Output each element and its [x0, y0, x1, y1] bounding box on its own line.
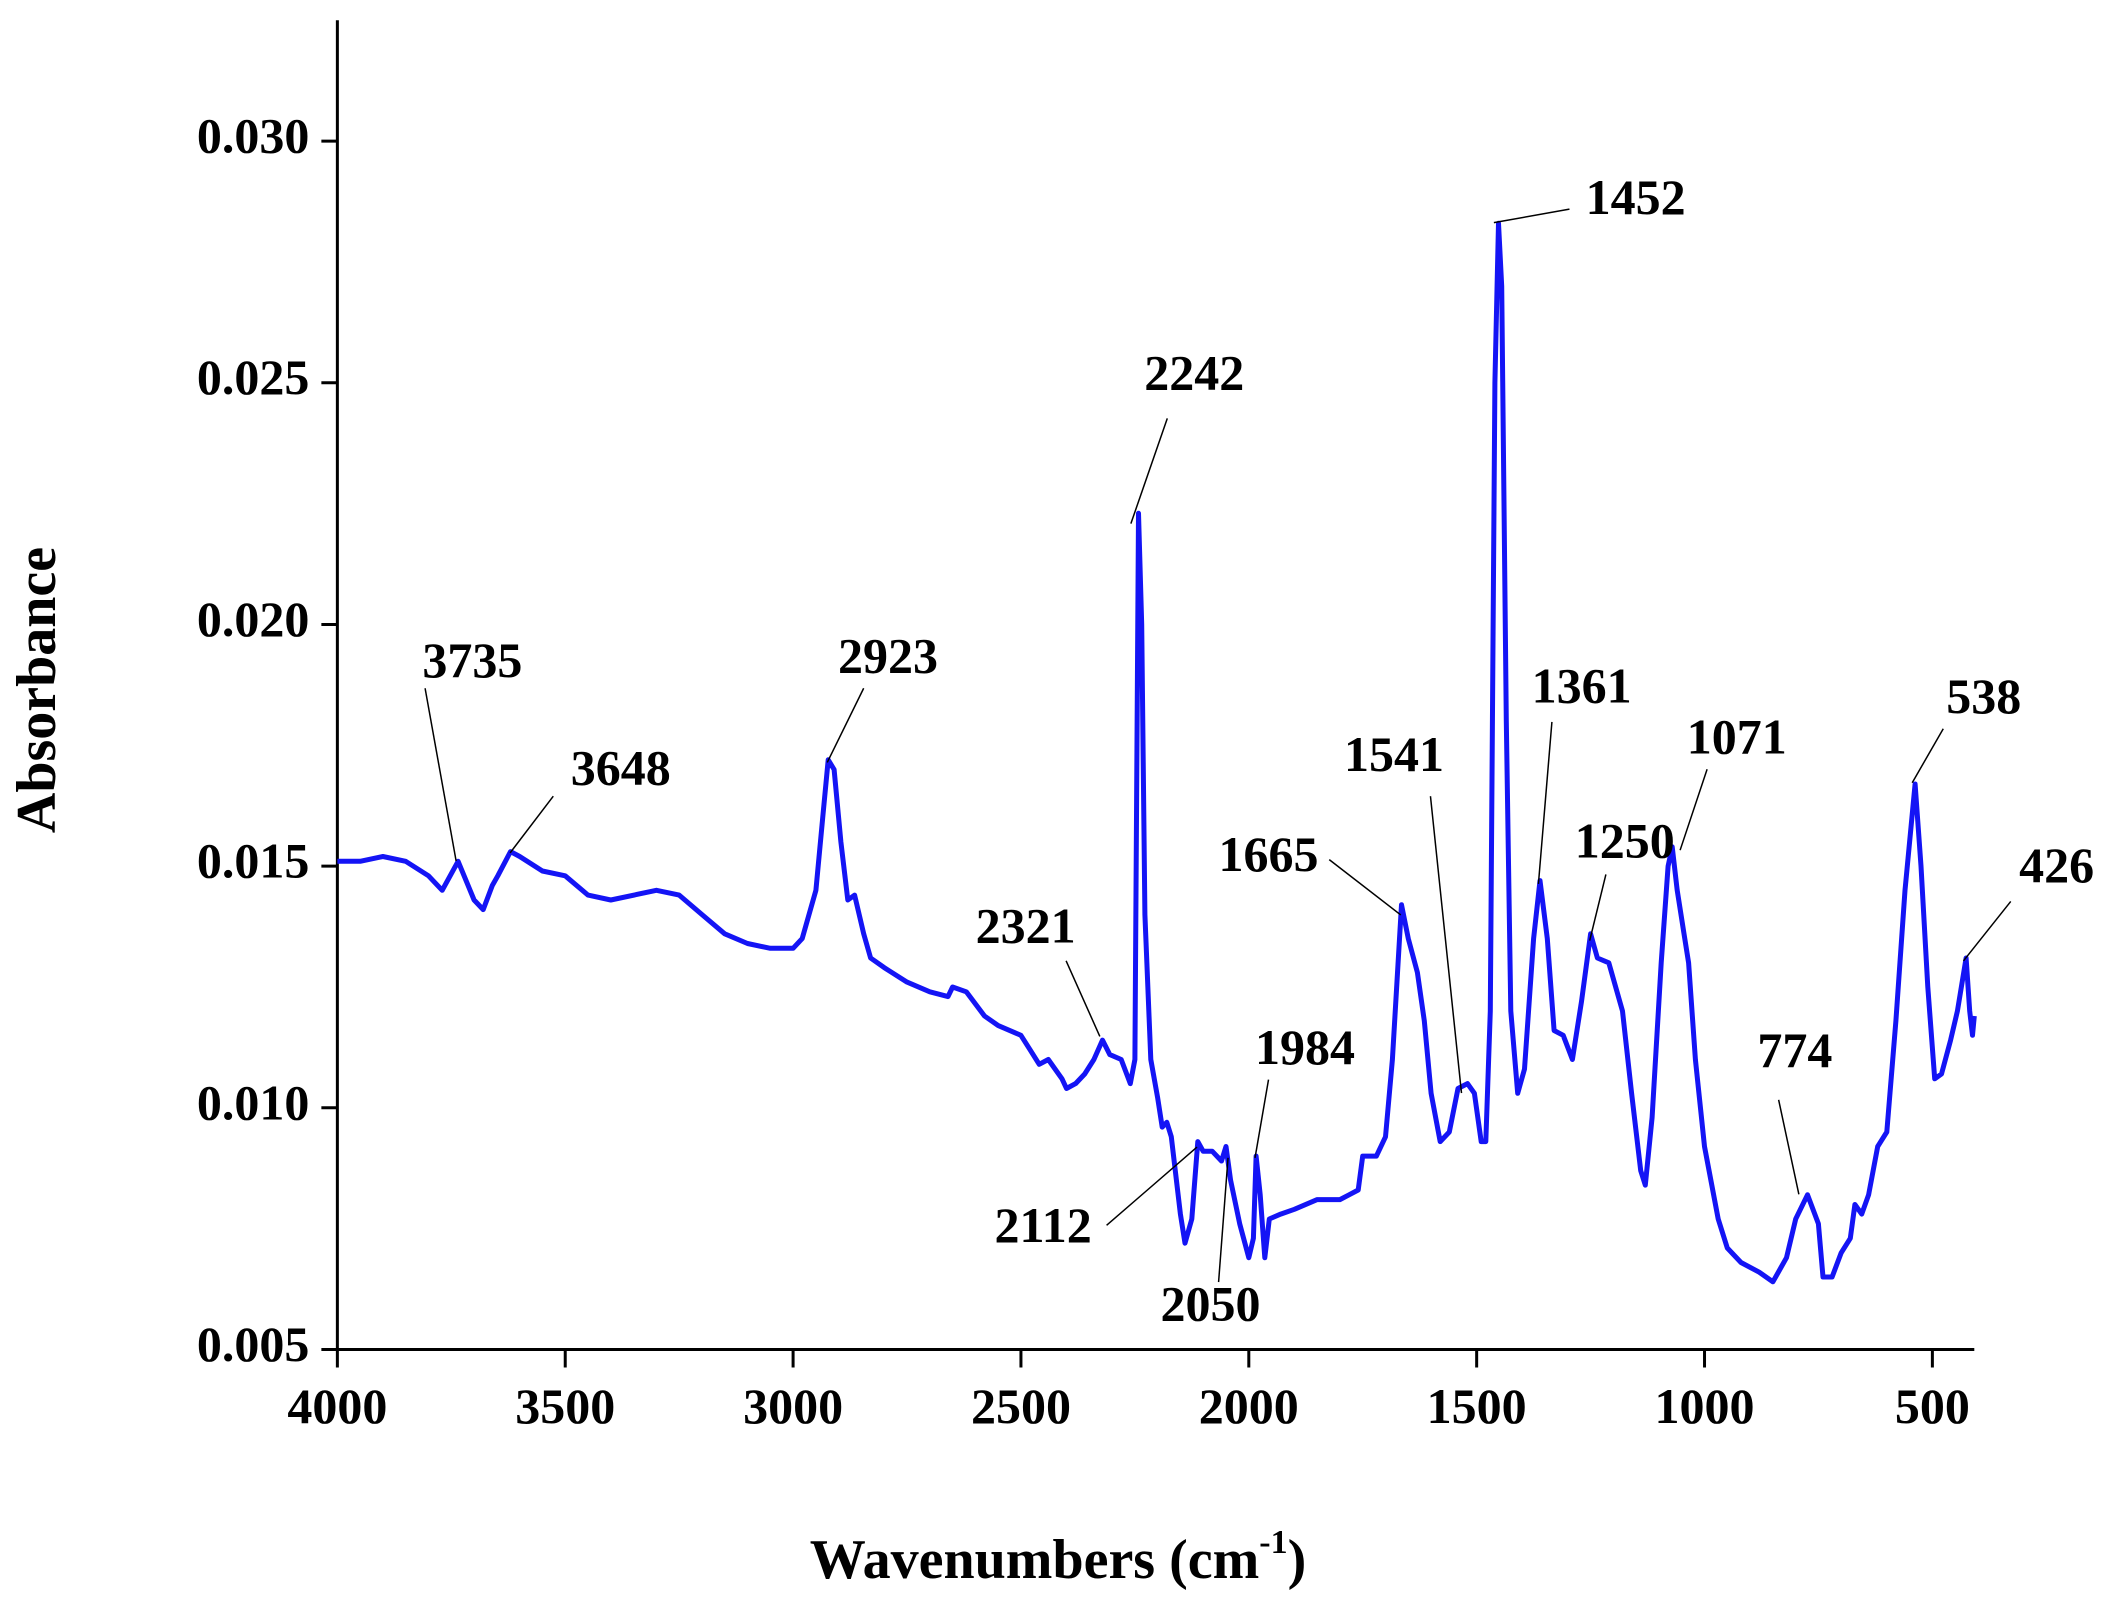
- annotation-label: 1250: [1575, 813, 1675, 869]
- annotation-leader: [1065, 960, 1101, 1037]
- x-tick-label: 1500: [1427, 1378, 1527, 1434]
- annotation-label: 1452: [1586, 169, 1686, 225]
- x-axis-title-sup: -1: [1259, 1524, 1287, 1561]
- x-tick-label: 2500: [971, 1378, 1071, 1434]
- annotation-leader: [1429, 796, 1463, 1094]
- annotation-leader: [1777, 1099, 1800, 1195]
- annotation-label: 1361: [1532, 657, 1632, 713]
- annotation-leader: [1130, 418, 1169, 524]
- annotation-leader: [1962, 900, 2012, 962]
- y-tick-label: 0.015: [197, 833, 310, 889]
- annotation-label: 538: [1946, 668, 2021, 724]
- annotation-label: 2923: [838, 628, 938, 684]
- annotation-label: 2242: [1144, 344, 1244, 400]
- x-tick-label: 3500: [515, 1378, 615, 1434]
- y-tick-label: 0.020: [197, 591, 310, 647]
- annotation-leader: [1493, 208, 1570, 224]
- annotation-leader: [1537, 721, 1553, 884]
- annotation-leader: [1328, 859, 1402, 916]
- annotation-leader: [424, 688, 457, 862]
- annotation-label: 3735: [422, 632, 522, 688]
- annotation-label: 3648: [571, 740, 671, 796]
- annotation-label: 1541: [1344, 726, 1444, 782]
- annotation-label: 1984: [1255, 1019, 1355, 1075]
- annotation-leader: [509, 795, 554, 854]
- x-tick-label: 500: [1895, 1378, 1970, 1434]
- annotation-label: 2321: [976, 898, 1076, 954]
- annotation-label: 774: [1757, 1022, 1832, 1078]
- spectrum-line: [337, 220, 1977, 1285]
- x-axis-title-text: Wavenumbers (cm: [810, 1529, 1260, 1591]
- annotation-label: 1071: [1687, 709, 1787, 765]
- annotation-label: 2112: [995, 1197, 1092, 1253]
- annotation-leader: [1911, 728, 1944, 784]
- annotation-label: 1665: [1219, 826, 1319, 882]
- x-axis-title: Wavenumbers (cm-1): [810, 1524, 1307, 1591]
- annotation-leader: [1106, 1146, 1198, 1226]
- annotation-leader: [1254, 1079, 1270, 1158]
- y-tick-label: 0.030: [197, 108, 310, 164]
- y-tick-label: 0.010: [197, 1074, 310, 1130]
- x-tick-label: 3000: [743, 1378, 843, 1434]
- y-tick-label: 0.005: [197, 1316, 310, 1372]
- annotation-leader: [1588, 874, 1607, 941]
- annotation-leader: [1679, 768, 1708, 851]
- annotation-leader: [1217, 1157, 1229, 1283]
- annotation-label: 2050: [1160, 1275, 1260, 1331]
- x-axis-title-close: ): [1288, 1529, 1307, 1591]
- y-axis-title: Absorbance: [6, 547, 68, 833]
- x-tick-label: 2000: [1199, 1378, 1299, 1434]
- annotation-label: 426: [2019, 837, 2094, 893]
- y-tick-label: 0.025: [197, 349, 310, 405]
- x-tick-label: 4000: [287, 1378, 387, 1434]
- annotation-leader: [826, 687, 865, 763]
- x-tick-label: 1000: [1655, 1378, 1755, 1434]
